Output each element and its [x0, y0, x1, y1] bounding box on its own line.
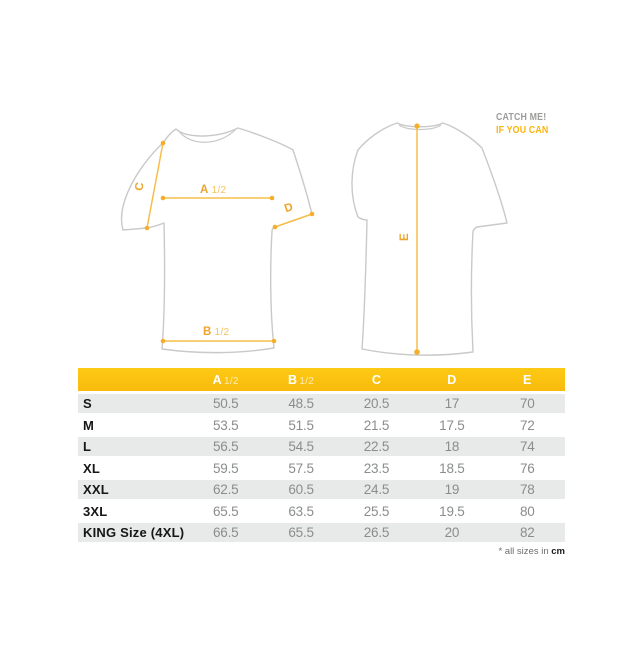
measure-line-c	[146, 142, 164, 229]
value-cell: 26.5	[363, 525, 390, 540]
value-cell: 65.5	[288, 525, 314, 540]
value-cell: 50.5	[212, 396, 239, 411]
value-cell: 82	[519, 525, 535, 540]
value-cell: 20.5	[363, 396, 390, 411]
value-cell: 19	[444, 482, 460, 497]
back-collar-seam	[398, 124, 442, 131]
header-cell-e: E	[522, 372, 532, 387]
value-cell: 17.5	[439, 417, 465, 433]
measure-dot	[414, 349, 420, 355]
value-cell: 65.5	[212, 503, 239, 519]
measure-label-d: D	[283, 201, 295, 215]
tshirt-front-outline	[120, 127, 313, 354]
size-table-header: A 1/2 B 1/2 C D E	[78, 368, 565, 391]
value-cell: 54.5	[288, 439, 314, 454]
size-table-body: S 50.5 48.5 20.5 17 70 M 53.5 51.5 21.5 17.5 72 L 56.…	[78, 394, 565, 542]
header-cell-d: D	[447, 372, 457, 387]
measure-dot	[160, 140, 166, 146]
tshirt-back-diagram: E	[351, 122, 508, 356]
value-cell: 59.5	[212, 460, 239, 476]
tshirt-back-outline	[351, 122, 508, 356]
value-cell: 74	[519, 439, 535, 454]
measure-dot	[160, 195, 166, 201]
table-row: XXL 62.5 60.5 24.5 19 78	[78, 480, 565, 499]
slogan: CATCH ME! IF YOU CAN	[496, 111, 548, 137]
slogan-line2: IF YOU CAN	[496, 125, 549, 136]
value-cell: 80	[519, 503, 535, 519]
value-cell: 63.5	[288, 503, 314, 519]
units-footnote: * all sizes in cm	[78, 546, 565, 557]
value-cell: 18.5	[439, 460, 465, 476]
header-cell-a: A 1/2	[212, 372, 239, 387]
header-cell-b: B 1/2	[288, 372, 315, 387]
measure-dot	[269, 195, 275, 201]
value-cell: 53.5	[212, 417, 239, 433]
measure-line-d	[274, 213, 313, 228]
measure-dot	[144, 225, 150, 231]
value-cell: 57.5	[288, 460, 314, 476]
size-cell: XXL	[83, 482, 109, 497]
slogan-line1: CATCH ME!	[496, 112, 547, 123]
header-cell-c: C	[371, 372, 382, 387]
measure-dot	[271, 338, 277, 344]
value-cell: 22.5	[363, 439, 390, 454]
value-cell: 72	[519, 417, 535, 433]
tshirt-front-diagram: A 1/2 B 1/2 C D	[120, 127, 315, 354]
value-cell: 19.5	[439, 503, 465, 519]
value-cell: 60.5	[288, 482, 314, 497]
table-row: L 56.5 54.5 22.5 18 74	[78, 437, 565, 456]
value-cell: 66.5	[212, 525, 239, 540]
value-cell: 20	[444, 525, 460, 540]
value-cell: 21.5	[363, 417, 390, 433]
value-cell: 51.5	[288, 417, 314, 433]
footnote-unit: cm	[551, 546, 565, 557]
measure-dot	[272, 224, 278, 230]
size-cell: XL	[83, 460, 101, 476]
value-cell: 78	[519, 482, 535, 497]
value-cell: 48.5	[288, 396, 314, 411]
measure-dot	[160, 338, 166, 344]
size-cell: M	[83, 417, 95, 433]
collar-seam	[177, 128, 237, 143]
value-cell: 25.5	[363, 503, 390, 519]
size-cell: 3XL	[83, 503, 108, 519]
value-cell: 62.5	[212, 482, 239, 497]
value-cell: 23.5	[363, 460, 390, 476]
measure-label-e: E	[399, 233, 411, 241]
measure-dot	[309, 211, 315, 217]
value-cell: 70	[519, 396, 535, 411]
size-cell: S	[83, 396, 92, 411]
table-row: XL 59.5 57.5 23.5 18.5 76	[78, 458, 565, 478]
value-cell: 76	[519, 460, 535, 476]
table-row: 3XL 65.5 63.5 25.5 19.5 80	[78, 501, 565, 521]
size-cell: L	[83, 439, 92, 454]
measure-label-a: A 1/2	[200, 184, 227, 196]
measure-label-b: B 1/2	[203, 326, 230, 338]
table-row: M 53.5 51.5 21.5 17.5 72	[78, 415, 565, 435]
size-cell: KING Size (4XL)	[83, 525, 185, 540]
measure-label-c: C	[133, 181, 146, 192]
value-cell: 56.5	[212, 439, 239, 454]
value-cell: 17	[444, 396, 460, 411]
value-cell: 18	[444, 439, 460, 454]
table-row: S 50.5 48.5 20.5 17 70	[78, 394, 565, 413]
footnote-text: * all sizes in	[498, 546, 552, 557]
table-row: KING Size (4XL) 66.5 65.5 26.5 20 82	[78, 523, 565, 542]
value-cell: 24.5	[363, 482, 390, 497]
measure-dot	[414, 123, 420, 129]
size-table: A 1/2 B 1/2 C D E S 50.5 48.5 20.5 17 70 M 53.5 51.5 21…	[78, 368, 565, 545]
